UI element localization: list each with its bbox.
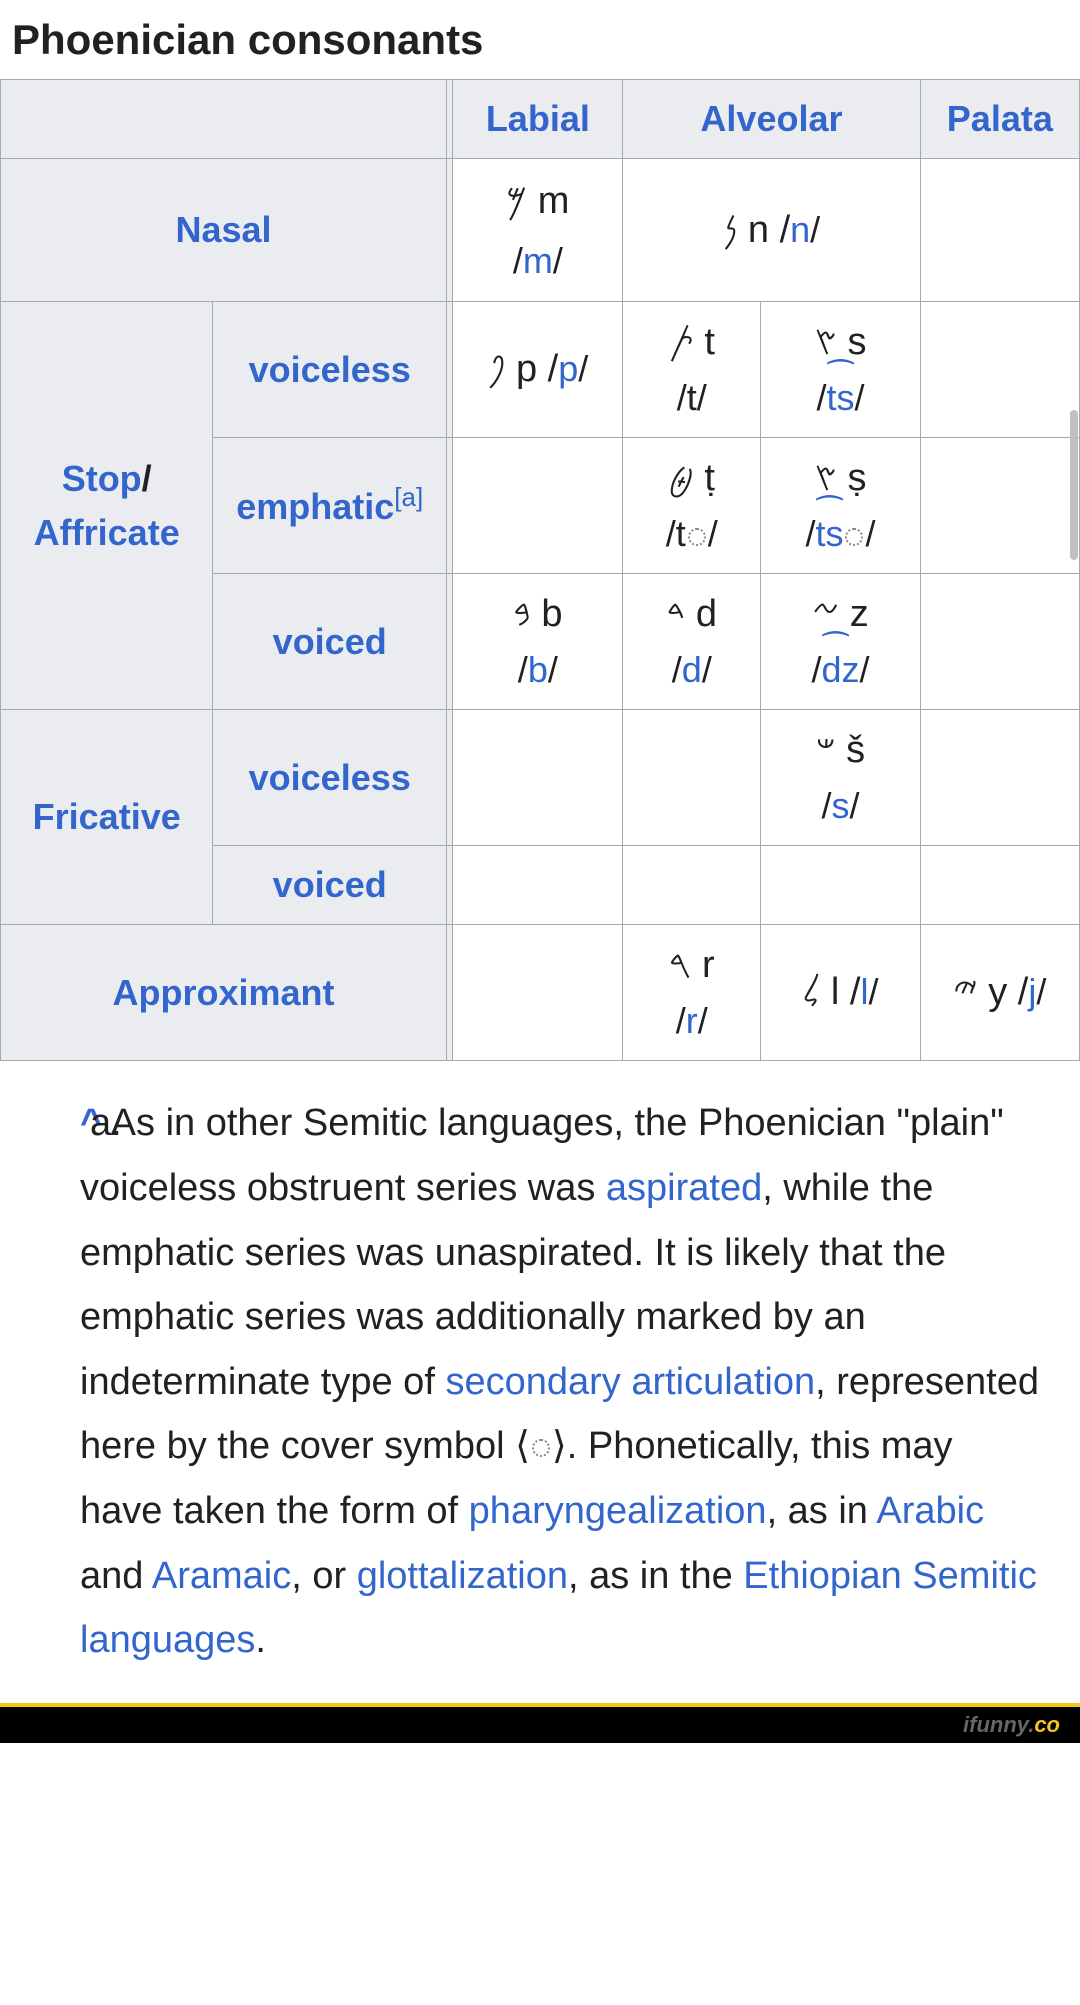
footnote-a: a. ^ As in other Semitic languages, the … bbox=[70, 1091, 1040, 1672]
col-palatal[interactable]: Palata bbox=[920, 80, 1079, 159]
link-secondary-articulation[interactable]: secondary articulation bbox=[445, 1361, 815, 1403]
footnotes: a. ^ As in other Semitic languages, the … bbox=[0, 1061, 1080, 1702]
row-label-stop-affricate[interactable]: Stop/ Affricate bbox=[1, 302, 213, 710]
scrollbar-thumb[interactable] bbox=[1070, 410, 1078, 560]
cell-stop-vl-alv2: 𐤑 s /ts/ bbox=[761, 302, 920, 438]
sub-label-fric-voiced[interactable]: voiced bbox=[213, 846, 447, 925]
link-glottalization[interactable]: glottalization bbox=[357, 1555, 568, 1597]
page-container: Phoenician consonants Labial Alveolar Pa… bbox=[0, 0, 1080, 1703]
row-approximant: Approximant 𐤓 r /r/ 𐤋 l /l/ 𐤉 y /j/ bbox=[1, 925, 1080, 1061]
link-arabic[interactable]: Arabic bbox=[876, 1490, 984, 1532]
cell-stop-vd-labial: 𐤁 b /b/ bbox=[453, 574, 623, 710]
link-pharyngealization[interactable]: pharyngealization bbox=[469, 1490, 767, 1532]
sub-label-emphatic[interactable]: emphatic[a] bbox=[213, 438, 447, 574]
row-label-nasal[interactable]: Nasal bbox=[1, 159, 447, 302]
cell-approx-alv1: 𐤓 r /r/ bbox=[623, 925, 761, 1061]
row-label-fricative[interactable]: Fricative bbox=[1, 710, 213, 925]
row-stop-voiceless: Stop/ Affricate voiceless 𐤐 p /p/ 𐤕 t /t… bbox=[1, 302, 1080, 438]
cell-stop-vl-labial: 𐤐 p /p/ bbox=[453, 302, 623, 438]
cell-stop-emph-alv1: 𐤈 ṭ /t/ bbox=[623, 438, 761, 574]
header-row: Labial Alveolar Palata bbox=[1, 80, 1080, 159]
consonants-table: Labial Alveolar Palata Nasal 𐤌 m /m/ 𐤍 n… bbox=[0, 79, 1080, 1061]
footnote-marker: a. bbox=[90, 1091, 122, 1156]
cell-nasal-alveolar: 𐤍 n /n/ bbox=[623, 159, 920, 302]
col-labial[interactable]: Labial bbox=[453, 80, 623, 159]
cell-nasal-palatal bbox=[920, 159, 1079, 302]
cell-stop-vd-alv1: 𐤃 d /d/ bbox=[623, 574, 761, 710]
row-label-approximant[interactable]: Approximant bbox=[1, 925, 447, 1061]
cell-stop-vd-alv2: 𐤆 z /dz/ bbox=[761, 574, 920, 710]
cell-stop-emph-alv2: 𐤑 ṣ /ts/ bbox=[761, 438, 920, 574]
footnote-ref-a[interactable]: [a] bbox=[394, 482, 423, 512]
cell-nasal-labial: 𐤌 m /m/ bbox=[453, 159, 623, 302]
row-fricative-voiceless: Fricative voiceless 𐤔 š /s/ bbox=[1, 710, 1080, 846]
table-caption: Phoenician consonants bbox=[0, 0, 1080, 79]
sub-label-voiced[interactable]: voiced bbox=[213, 574, 447, 710]
watermark-text: ifunny.co bbox=[963, 1708, 1060, 1741]
cell-approx-alv2: 𐤋 l /l/ bbox=[761, 925, 920, 1061]
watermark-bar: ifunny.co bbox=[0, 1703, 1080, 1743]
link-aramaic[interactable]: Aramaic bbox=[152, 1555, 291, 1597]
corner-cell bbox=[1, 80, 447, 159]
cell-fric-vl-alv2: 𐤔 š /s/ bbox=[761, 710, 920, 846]
sub-label-voiceless[interactable]: voiceless bbox=[213, 302, 447, 438]
cell-stop-vl-alv1: 𐤕 t /t/ bbox=[623, 302, 761, 438]
link-aspirated[interactable]: aspirated bbox=[606, 1167, 762, 1209]
row-nasal: Nasal 𐤌 m /m/ 𐤍 n /n/ bbox=[1, 159, 1080, 302]
sub-label-fric-voiceless[interactable]: voiceless bbox=[213, 710, 447, 846]
col-alveolar[interactable]: Alveolar bbox=[623, 80, 920, 159]
cell-approx-palatal: 𐤉 y /j/ bbox=[920, 925, 1079, 1061]
